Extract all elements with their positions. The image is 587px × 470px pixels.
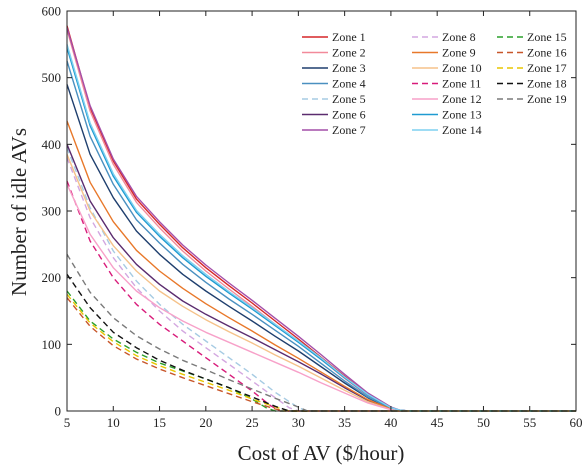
x-tick-label: 55 xyxy=(523,415,536,430)
legend-label: Zone 16 xyxy=(527,46,567,60)
series-line-15 xyxy=(66,290,576,412)
x-tick-label: 35 xyxy=(338,415,351,430)
x-tick-label: 30 xyxy=(292,415,305,430)
x-tick-label: 10 xyxy=(107,415,120,430)
x-tick-label: 50 xyxy=(477,415,490,430)
legend-item: Zone 13 xyxy=(412,108,482,122)
x-tick-label: 60 xyxy=(570,415,583,430)
series-line-18 xyxy=(66,273,576,412)
legend-label: Zone 14 xyxy=(442,123,482,137)
legend-item: Zone 16 xyxy=(497,46,567,60)
series-line-13 xyxy=(66,47,576,412)
legend-item: Zone 1 xyxy=(302,30,366,44)
legend-label: Zone 13 xyxy=(442,108,482,122)
legend-label: Zone 8 xyxy=(442,30,476,44)
y-tick-label: 100 xyxy=(42,337,62,352)
series-line-10 xyxy=(66,154,576,412)
x-tick-label: 5 xyxy=(64,415,71,430)
series-line-14 xyxy=(66,44,576,412)
legend-item: Zone 19 xyxy=(497,92,567,106)
legend-label: Zone 6 xyxy=(332,108,366,122)
x-tick-label: 25 xyxy=(246,415,259,430)
legend-item: Zone 3 xyxy=(302,61,366,75)
y-tick-label: 0 xyxy=(55,404,62,419)
legend-label: Zone 15 xyxy=(527,30,567,44)
legend-label: Zone 2 xyxy=(332,46,366,60)
y-tick-label: 400 xyxy=(42,137,62,152)
legend-item: Zone 5 xyxy=(302,92,366,106)
y-tick-label: 500 xyxy=(42,70,62,85)
legend-item: Zone 6 xyxy=(302,108,366,122)
series-line-8 xyxy=(66,157,576,412)
legend-item: Zone 2 xyxy=(302,46,366,60)
series-line-17 xyxy=(66,293,576,412)
legend-item: Zone 17 xyxy=(497,61,567,75)
legend-item: Zone 9 xyxy=(412,46,476,60)
series-line-12 xyxy=(66,184,576,412)
legend-label: Zone 1 xyxy=(332,30,366,44)
axes-layer: 5 10 15 20 25 30 35 40 45 50 55 6001002003004005006… xyxy=(42,4,583,431)
legend-item: Zone 7 xyxy=(302,123,366,137)
legend-item: Zone 12 xyxy=(412,92,482,106)
x-tick-label: 20 xyxy=(199,415,212,430)
y-axis-title: Number of idle AVs xyxy=(7,128,31,296)
legend-item: Zone 14 xyxy=(412,123,482,137)
x-tick-label: 45 xyxy=(431,415,444,430)
legend-label: Zone 4 xyxy=(332,77,366,91)
legend-item: Zone 18 xyxy=(497,77,567,91)
legend-label: Zone 10 xyxy=(442,61,482,75)
plot-frame xyxy=(66,10,577,412)
legend-item: Zone 11 xyxy=(412,77,481,91)
legend-label: Zone 7 xyxy=(332,123,366,137)
legend-label: Zone 3 xyxy=(332,61,366,75)
legend-label: Zone 11 xyxy=(442,77,481,91)
x-tick-label: 15 xyxy=(153,415,166,430)
legend-item: Zone 15 xyxy=(497,30,567,44)
x-axis-title: Cost of AV ($/hour) xyxy=(238,441,405,465)
legend-label: Zone 12 xyxy=(442,92,482,106)
legend-label: Zone 5 xyxy=(332,92,366,106)
legend-item: Zone 8 xyxy=(412,30,476,44)
legend-item: Zone 10 xyxy=(412,61,482,75)
x-tick-label: 40 xyxy=(384,415,397,430)
series-line-5 xyxy=(66,147,576,412)
legend-label: Zone 17 xyxy=(527,61,567,75)
legend-item: Zone 4 xyxy=(302,77,366,91)
y-tick-label: 600 xyxy=(42,4,62,19)
series-line-16 xyxy=(66,297,576,412)
legend-label: Zone 9 xyxy=(442,46,476,60)
series-line-11 xyxy=(66,180,576,412)
series-line-9 xyxy=(66,120,576,412)
legend-label: Zone 18 xyxy=(527,77,567,91)
y-tick-label: 300 xyxy=(42,204,62,219)
legend-label: Zone 19 xyxy=(527,92,567,106)
y-tick-label: 200 xyxy=(42,270,62,285)
